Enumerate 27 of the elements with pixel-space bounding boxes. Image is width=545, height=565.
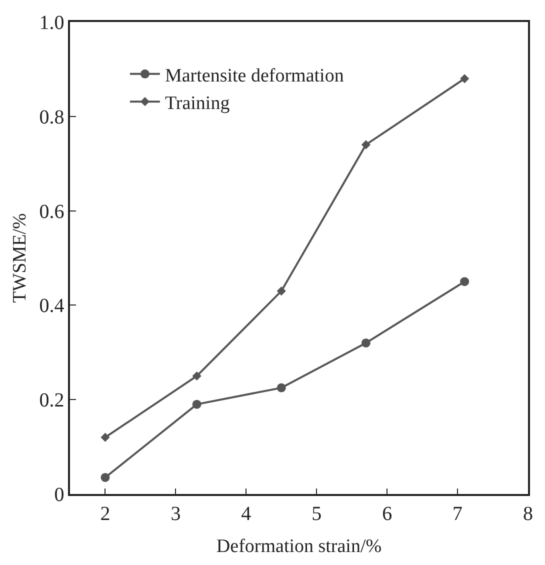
point [460, 277, 470, 286]
point [460, 74, 470, 84]
y-tick-label: 0.4 [39, 295, 64, 318]
point [192, 400, 202, 409]
x-tick-label: 5 [312, 502, 322, 525]
x-tick-label: 8 [523, 502, 533, 525]
point [192, 371, 202, 381]
x-axis-title: Deformation strain/% [216, 536, 382, 558]
point [100, 472, 110, 482]
x-tick-label: 6 [382, 502, 392, 525]
x-tick-label: 4 [241, 502, 252, 525]
x-tick-label: 2 [100, 502, 110, 525]
point [276, 383, 286, 392]
y-tick-label: 0.2 [39, 390, 64, 412]
point [361, 140, 370, 150]
y-tick-label: 0.6 [39, 200, 64, 223]
point [100, 432, 110, 442]
point [361, 338, 370, 348]
y-tick-label: 0.8 [39, 106, 64, 128]
y-tick-label: 0 [54, 484, 64, 506]
point [276, 286, 286, 296]
legend-label: Training [164, 93, 230, 114]
legend-label: Martensite deformation [164, 65, 344, 86]
y-axis-title: TWSME/% [10, 212, 31, 303]
x-tick-label: 3 [170, 502, 181, 525]
x-tick-label: 7 [452, 502, 463, 525]
y-tick-label: 1.0 [39, 12, 64, 34]
